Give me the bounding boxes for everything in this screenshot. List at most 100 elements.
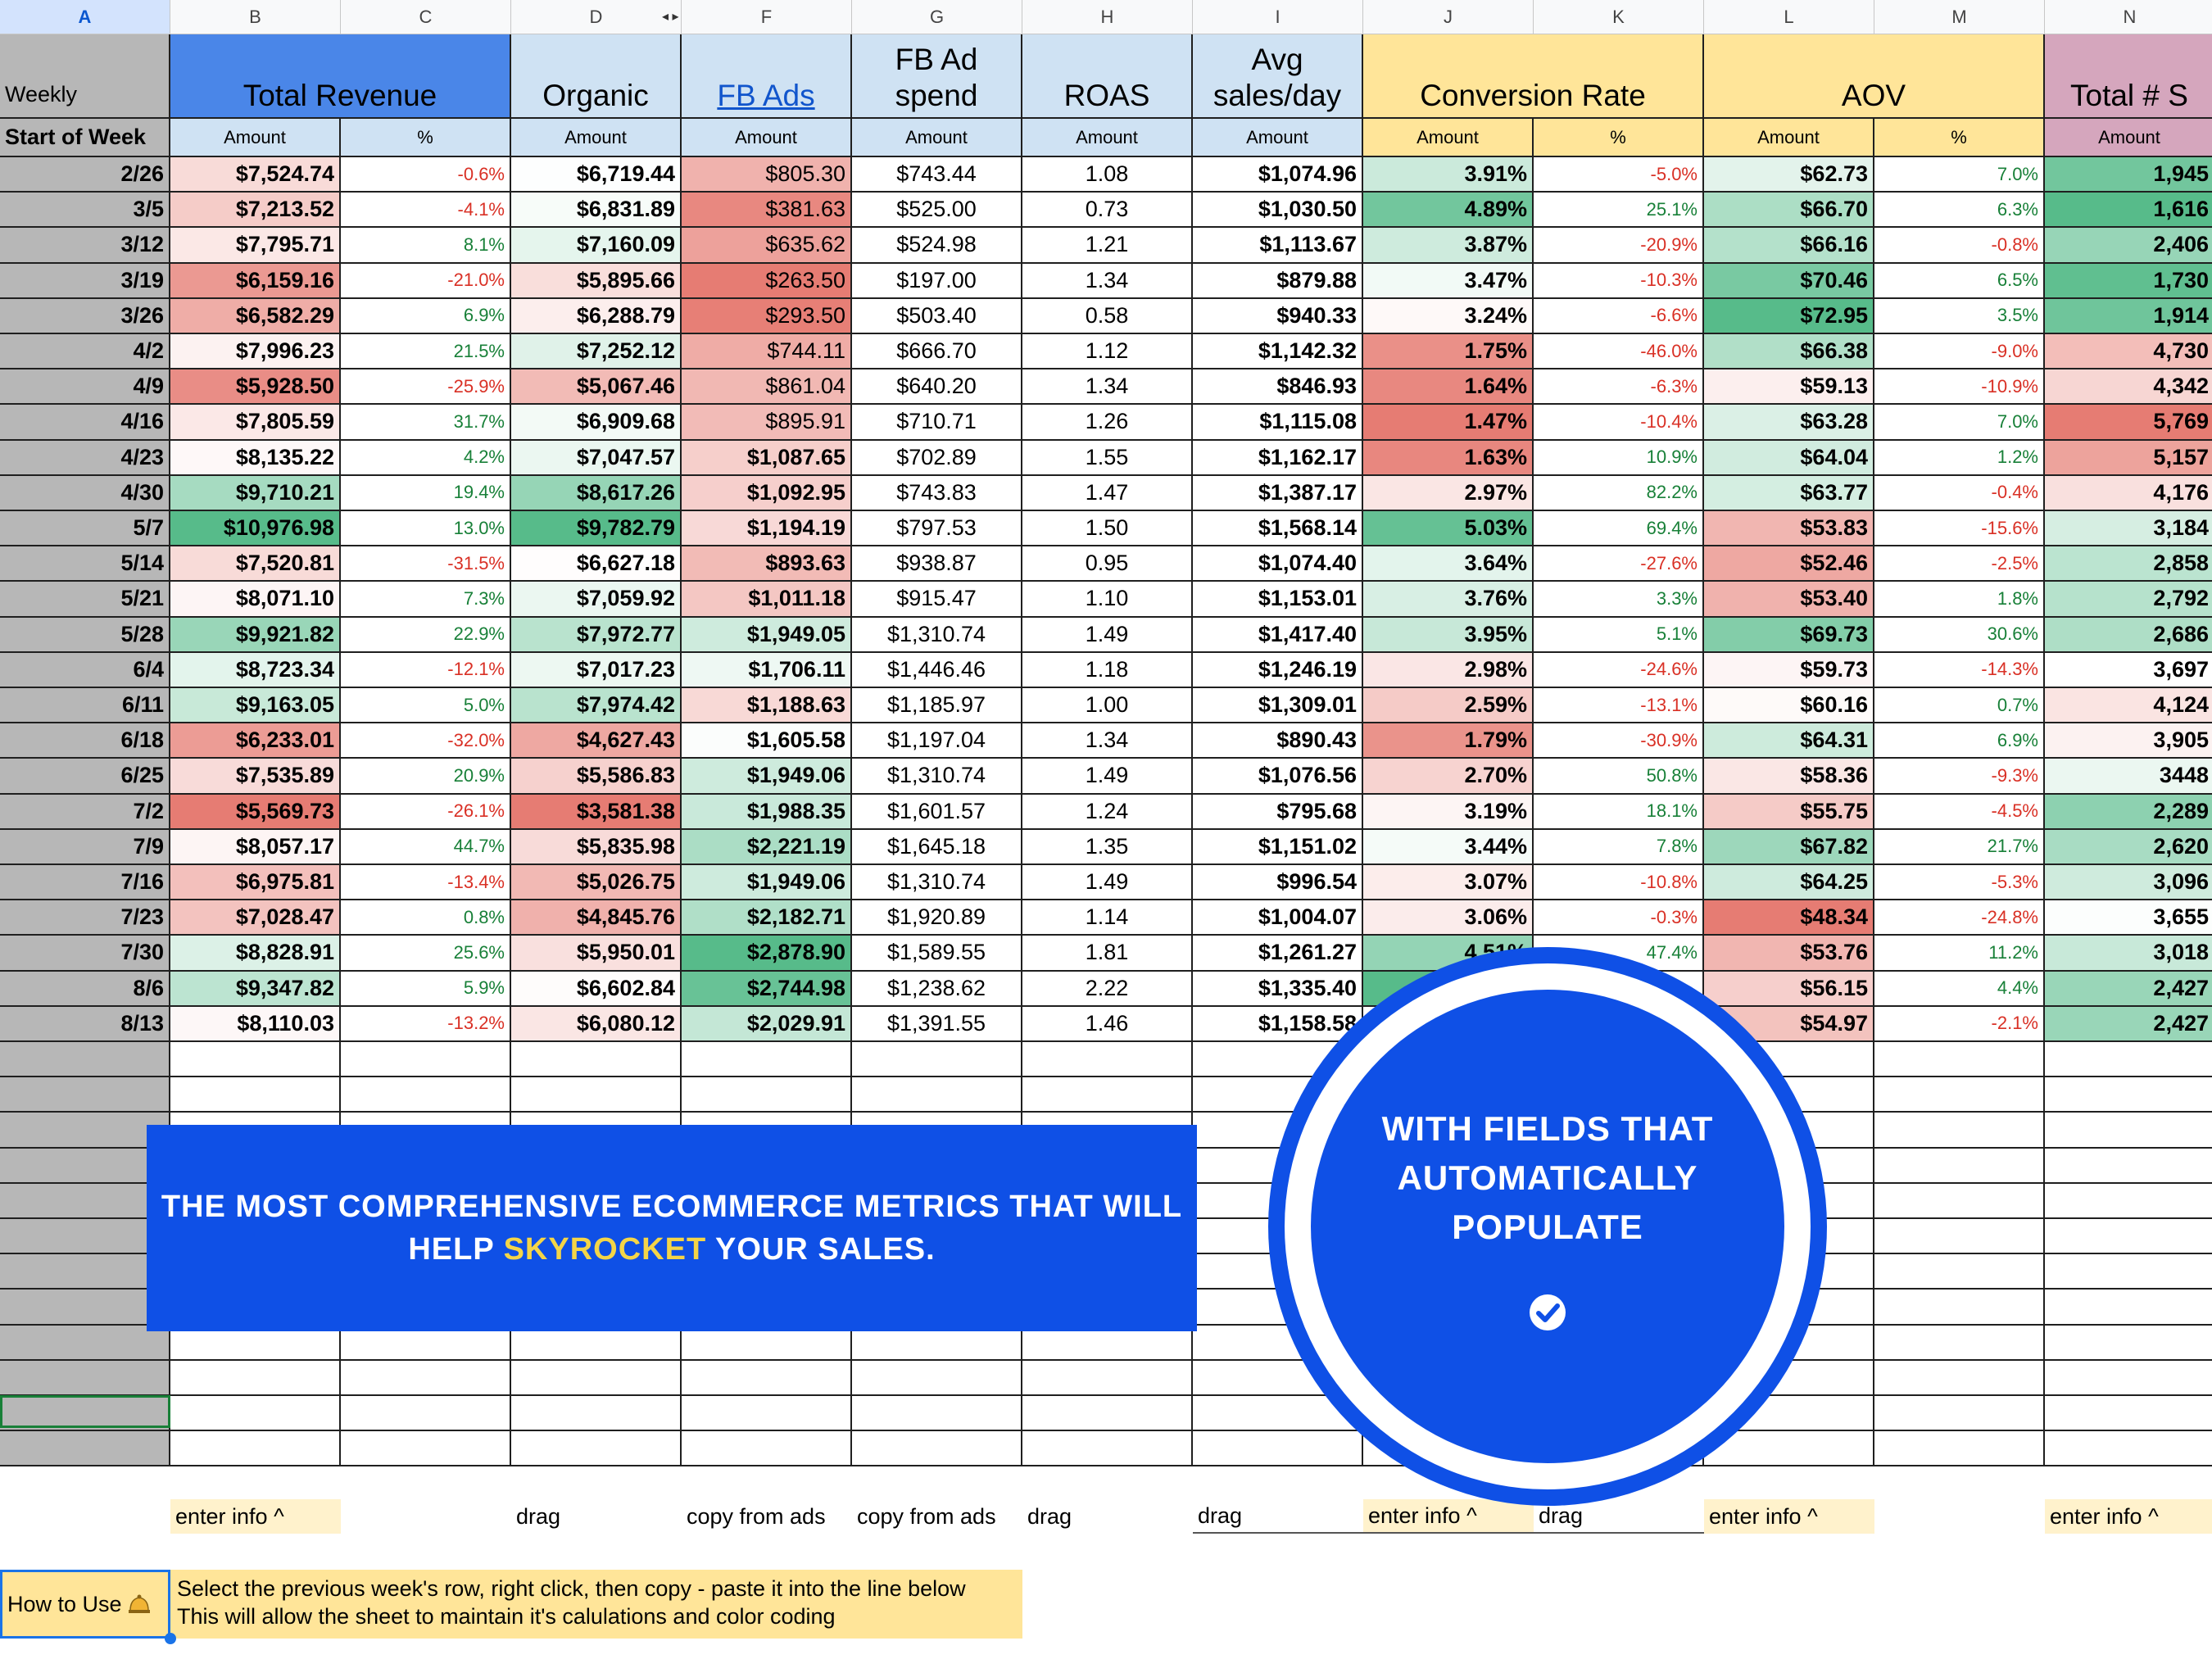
cell-fb[interactable]: $2,744.98	[682, 971, 852, 1007]
cell-roas[interactable]: 1.08	[1022, 157, 1193, 193]
cell-fb[interactable]: $1,949.06	[682, 759, 852, 795]
cell-fb[interactable]: $1,011.18	[682, 582, 852, 618]
cell-aov-pct[interactable]: -2.1%	[1874, 1006, 2045, 1042]
cell-cr-pct[interactable]: -27.6%	[1534, 546, 1704, 582]
row-date[interactable]: 6/11	[0, 688, 170, 724]
row-date[interactable]: 8/13	[0, 1006, 170, 1042]
instruction-j[interactable]: enter info ^	[1363, 1499, 1534, 1534]
cell-spend[interactable]: $938.87	[852, 546, 1022, 582]
cell-roas[interactable]: 1.12	[1022, 334, 1193, 370]
cell-rev-pct[interactable]: -12.1%	[341, 652, 511, 688]
cell-roas[interactable]: 1.18	[1022, 652, 1193, 688]
empty-cell[interactable]	[2045, 1148, 2212, 1184]
cell-roas[interactable]: 0.95	[1022, 546, 1193, 582]
cell-fb[interactable]: $2,029.91	[682, 1006, 852, 1042]
subheader-a[interactable]: Start of Week	[0, 119, 170, 157]
empty-cell[interactable]	[2045, 1042, 2212, 1078]
row-date[interactable]: 5/7	[0, 511, 170, 547]
cell-cr[interactable]: 3.07%	[1363, 865, 1534, 901]
cell-spend[interactable]: $702.89	[852, 440, 1022, 476]
cell-rev[interactable]: $8,723.34	[170, 652, 341, 688]
cell-tot[interactable]: 2,427	[2045, 1006, 2212, 1042]
cell-rev-pct[interactable]: -26.1%	[341, 794, 511, 830]
cell-avg[interactable]: $1,142.32	[1193, 334, 1363, 370]
cell-tot[interactable]: 2,858	[2045, 546, 2212, 582]
cell-aov[interactable]: $66.38	[1704, 334, 1874, 370]
column-header-f[interactable]: F	[682, 0, 852, 34]
cell-rev-pct[interactable]: 4.2%	[341, 440, 511, 476]
cell-rev[interactable]: $8,135.22	[170, 440, 341, 476]
cell-aov[interactable]: $59.73	[1704, 652, 1874, 688]
cell-rev-pct[interactable]: 44.7%	[341, 829, 511, 865]
cell-spend[interactable]: $640.20	[852, 369, 1022, 406]
empty-cell[interactable]	[0, 1219, 170, 1255]
cell-rev[interactable]: $7,520.81	[170, 546, 341, 582]
cell-aov-pct[interactable]: -4.5%	[1874, 794, 2045, 830]
cell-aov[interactable]: $60.16	[1704, 688, 1874, 724]
cell-rev-pct[interactable]: -13.4%	[341, 865, 511, 901]
cell-aov[interactable]: $66.16	[1704, 228, 1874, 264]
cell-org[interactable]: $6,288.79	[511, 298, 682, 334]
cell-aov-pct[interactable]: -9.0%	[1874, 334, 2045, 370]
cell-fb[interactable]: $1,706.11	[682, 652, 852, 688]
cell-cr[interactable]: 2.97%	[1363, 475, 1534, 511]
cell-fb[interactable]: $1,988.35	[682, 794, 852, 830]
cell-rev-pct[interactable]: 5.0%	[341, 688, 511, 724]
cell-aov[interactable]: $53.40	[1704, 582, 1874, 618]
cell-rev[interactable]: $8,057.17	[170, 829, 341, 865]
cell-aov[interactable]: $62.73	[1704, 157, 1874, 193]
cell-aov-pct[interactable]: 30.6%	[1874, 617, 2045, 653]
cell-cr[interactable]: 1.63%	[1363, 440, 1534, 476]
cell-org[interactable]: $6,080.12	[511, 1006, 682, 1042]
cell-cr-pct[interactable]: -6.3%	[1534, 369, 1704, 406]
empty-cell[interactable]	[341, 1042, 511, 1078]
cell-fb[interactable]: $2,182.71	[682, 900, 852, 936]
empty-cell[interactable]	[1193, 1431, 1363, 1467]
cell-org[interactable]: $6,602.84	[511, 971, 682, 1007]
cell-cr-pct[interactable]: 18.1%	[1534, 794, 1704, 830]
cell-tot[interactable]: 4,342	[2045, 369, 2212, 406]
header-conversion-rate[interactable]: Conversion Rate	[1363, 34, 1704, 119]
cell-org[interactable]: $4,627.43	[511, 723, 682, 759]
subheader-m[interactable]: %	[1874, 119, 2045, 157]
cell-fb[interactable]: $381.63	[682, 193, 852, 229]
cell-aov[interactable]: $64.31	[1704, 723, 1874, 759]
cell-cr-pct[interactable]: -30.9%	[1534, 723, 1704, 759]
cell-rev[interactable]: $6,233.01	[170, 723, 341, 759]
cell-aov-pct[interactable]: -14.3%	[1874, 652, 2045, 688]
instruction-b[interactable]: enter info ^	[170, 1499, 341, 1534]
cell-cr-pct[interactable]: -5.0%	[1534, 157, 1704, 193]
cell-roas[interactable]: 1.34	[1022, 723, 1193, 759]
cell-rev-pct[interactable]: -0.6%	[341, 157, 511, 193]
empty-cell[interactable]	[1022, 1042, 1193, 1078]
empty-cell[interactable]	[341, 1396, 511, 1432]
cell-fb[interactable]: $861.04	[682, 369, 852, 406]
cell-rev[interactable]: $6,159.16	[170, 263, 341, 299]
empty-cell[interactable]	[0, 1113, 170, 1149]
empty-cell[interactable]	[511, 1077, 682, 1113]
cell-tot[interactable]: 3,697	[2045, 652, 2212, 688]
cell-tot[interactable]: 2,792	[2045, 582, 2212, 618]
cell-fb[interactable]: $1,092.95	[682, 475, 852, 511]
cell-tot[interactable]: 5,157	[2045, 440, 2212, 476]
column-header-k[interactable]: K	[1534, 0, 1704, 34]
row-date[interactable]: 2/26	[0, 157, 170, 193]
cell-aov[interactable]: $53.76	[1704, 936, 1874, 972]
cell-tot[interactable]: 3,184	[2045, 511, 2212, 547]
cell-spend[interactable]: $503.40	[852, 298, 1022, 334]
cell-fb[interactable]: $1,194.19	[682, 511, 852, 547]
empty-cell[interactable]	[682, 1396, 852, 1432]
cell-avg[interactable]: $879.88	[1193, 263, 1363, 299]
cell-org[interactable]: $5,067.46	[511, 369, 682, 406]
cell-org[interactable]: $5,835.98	[511, 829, 682, 865]
cell-org[interactable]: $7,974.42	[511, 688, 682, 724]
subheader-k[interactable]: %	[1534, 119, 1704, 157]
cell-org[interactable]: $7,972.77	[511, 617, 682, 653]
row-date[interactable]: 7/16	[0, 865, 170, 901]
empty-cell[interactable]	[2045, 1183, 2212, 1219]
cell-fb[interactable]: $293.50	[682, 298, 852, 334]
cell-rev[interactable]: $8,110.03	[170, 1006, 341, 1042]
subheader-j[interactable]: Amount	[1363, 119, 1534, 157]
cell-aov[interactable]: $63.77	[1704, 475, 1874, 511]
cell-spend[interactable]: $743.44	[852, 157, 1022, 193]
